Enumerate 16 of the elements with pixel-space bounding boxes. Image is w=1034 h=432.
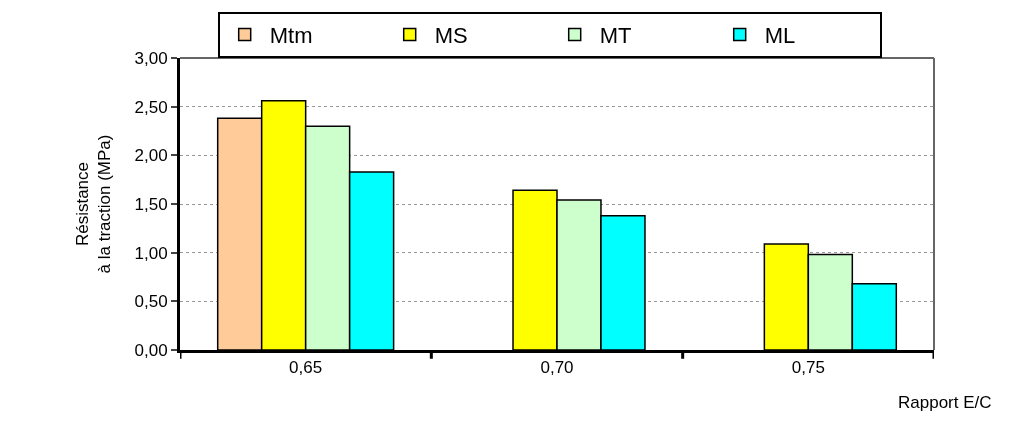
y-tick-label: 0,50 xyxy=(134,292,168,312)
legend-label: MT xyxy=(599,23,632,49)
x-tick-label: 0,75 xyxy=(791,358,825,378)
legend-label: ML xyxy=(764,23,796,49)
x-tick-label: 0,65 xyxy=(289,358,323,378)
y-tick-label: 2,50 xyxy=(134,97,168,117)
x-tick-label: 0,70 xyxy=(540,358,574,378)
legend-label: MS xyxy=(434,23,468,49)
x-axis-title: Rapport E/C xyxy=(898,393,992,412)
y-tick-label: 1,50 xyxy=(134,194,168,214)
y-tick-label: 2,00 xyxy=(134,146,168,166)
y-axis-title: Résistance à la traction (MPa) xyxy=(72,134,115,274)
y-tick-label: 1,00 xyxy=(134,243,168,263)
y-tick-label: 3,00 xyxy=(134,48,168,68)
legend-label: Mtm xyxy=(269,23,313,49)
y-tick-label: 0,00 xyxy=(134,340,168,360)
